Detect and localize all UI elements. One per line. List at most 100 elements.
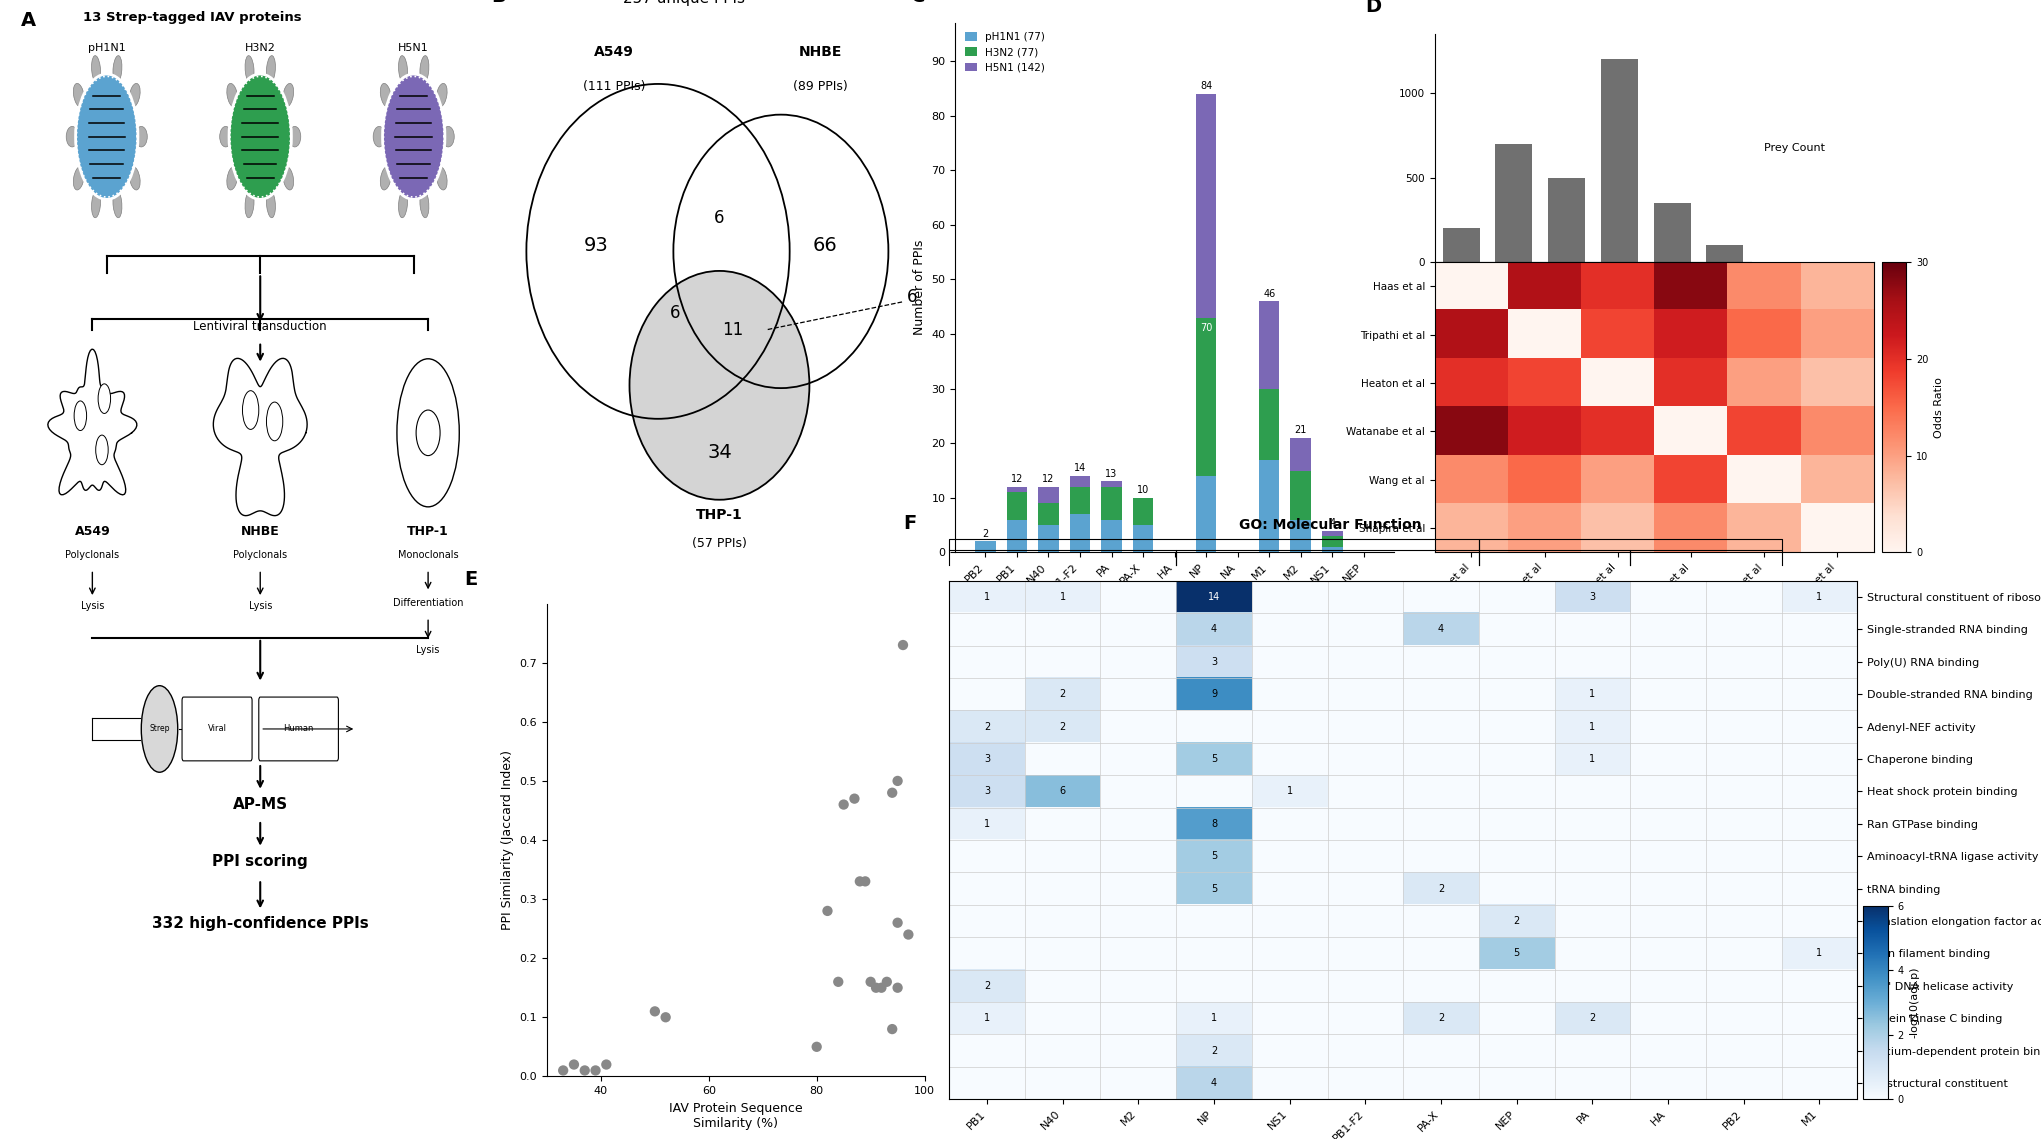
Text: 3: 3 — [984, 754, 990, 764]
Text: NHBE: NHBE — [798, 46, 843, 59]
Circle shape — [96, 435, 108, 465]
Text: 2: 2 — [1439, 884, 1445, 894]
Text: 9: 9 — [1210, 689, 1216, 699]
Text: 66: 66 — [812, 237, 837, 255]
Y-axis label: -log10(adj.p): -log10(adj.p) — [1910, 967, 1919, 1038]
Text: Monoclonals: Monoclonals — [398, 550, 459, 560]
Text: H5N1: H5N1 — [398, 43, 429, 54]
Text: 93: 93 — [584, 237, 608, 255]
Ellipse shape — [382, 74, 445, 199]
Legend: pH1N1 (77), H3N2 (77), H5N1 (142): pH1N1 (77), H3N2 (77), H5N1 (142) — [961, 28, 1049, 76]
Bar — [1706, 245, 1743, 262]
Bar — [1102, 482, 1123, 486]
Bar — [1102, 519, 1123, 552]
Bar — [1290, 519, 1310, 552]
Text: 4: 4 — [1210, 1077, 1216, 1088]
Text: 13: 13 — [1106, 469, 1118, 478]
Text: (89 PPIs): (89 PPIs) — [794, 80, 847, 92]
Ellipse shape — [229, 74, 292, 199]
Text: 13 Strep-tagged IAV proteins: 13 Strep-tagged IAV proteins — [84, 11, 302, 24]
Text: THP-1: THP-1 — [408, 525, 449, 539]
Text: NHBE: NHBE — [241, 525, 280, 539]
Ellipse shape — [73, 166, 84, 190]
Point — [567, 1062, 602, 1080]
Ellipse shape — [129, 166, 141, 190]
Ellipse shape — [288, 126, 300, 147]
Text: 8: 8 — [1210, 819, 1216, 829]
Text: (57 PPIs): (57 PPIs) — [692, 538, 747, 550]
Text: Human: Human — [284, 724, 314, 734]
Text: 34: 34 — [706, 443, 733, 462]
Ellipse shape — [284, 166, 294, 190]
Point — [876, 784, 908, 802]
Text: 332 high-confidence PPIs: 332 high-confidence PPIs — [151, 916, 369, 932]
Point — [580, 1062, 612, 1080]
Point — [827, 795, 859, 813]
Bar — [1069, 514, 1090, 552]
Bar — [1443, 228, 1480, 262]
Text: THP-1: THP-1 — [696, 508, 743, 523]
Bar — [1069, 486, 1090, 514]
Text: Polyclonals: Polyclonals — [65, 550, 120, 560]
Text: 6: 6 — [669, 304, 682, 322]
Text: 2: 2 — [1059, 722, 1065, 731]
Text: AP-MS: AP-MS — [233, 796, 288, 812]
Text: 1: 1 — [1059, 592, 1065, 603]
Text: 21: 21 — [1294, 425, 1306, 435]
Bar — [1259, 301, 1280, 388]
Ellipse shape — [220, 126, 233, 147]
Y-axis label: Odds Ratio: Odds Ratio — [1935, 377, 1943, 437]
Bar — [1290, 470, 1310, 519]
Text: pH1N1: pH1N1 — [88, 43, 127, 54]
Point — [869, 973, 902, 991]
Ellipse shape — [284, 83, 294, 107]
Text: 5: 5 — [1210, 884, 1216, 894]
Text: F: F — [904, 514, 916, 533]
Bar — [1653, 203, 1690, 262]
Text: 6: 6 — [1059, 786, 1065, 796]
Text: 70: 70 — [1200, 323, 1212, 333]
Text: 2: 2 — [1514, 916, 1521, 926]
Ellipse shape — [420, 56, 429, 83]
Text: 3: 3 — [1590, 592, 1596, 603]
Point — [876, 1021, 908, 1039]
Ellipse shape — [245, 190, 253, 218]
Point — [882, 913, 914, 932]
Text: Lysis: Lysis — [249, 601, 271, 612]
Ellipse shape — [443, 126, 455, 147]
Ellipse shape — [398, 56, 408, 83]
Bar — [1133, 498, 1153, 525]
X-axis label: IAV Protein Sequence
Similarity (%): IAV Protein Sequence Similarity (%) — [669, 1101, 802, 1130]
Text: 1: 1 — [984, 819, 990, 829]
Bar — [1549, 178, 1586, 262]
Ellipse shape — [398, 190, 408, 218]
Text: 2: 2 — [984, 722, 990, 731]
Ellipse shape — [437, 83, 447, 107]
Bar — [1039, 503, 1059, 525]
Text: 12: 12 — [1043, 474, 1055, 484]
Text: A549: A549 — [594, 46, 635, 59]
Ellipse shape — [227, 83, 237, 107]
Bar — [1006, 486, 1027, 492]
Text: E: E — [463, 570, 478, 589]
Bar — [1039, 525, 1059, 552]
Bar — [1006, 519, 1027, 552]
Ellipse shape — [112, 56, 122, 83]
Ellipse shape — [267, 56, 276, 83]
Point — [855, 973, 888, 991]
Point — [882, 978, 914, 997]
Text: 12: 12 — [1010, 474, 1023, 484]
Ellipse shape — [374, 126, 386, 147]
Y-axis label: Number of PPIs: Number of PPIs — [912, 240, 927, 335]
Text: Strep: Strep — [149, 724, 169, 734]
Bar — [1323, 536, 1343, 547]
Point — [810, 902, 843, 920]
Bar — [1290, 437, 1310, 470]
Text: D: D — [1365, 0, 1382, 16]
Text: B: B — [492, 0, 506, 6]
Ellipse shape — [65, 126, 78, 147]
Text: 2: 2 — [1210, 1046, 1216, 1056]
Text: H3N2: H3N2 — [245, 43, 276, 54]
Circle shape — [267, 402, 284, 441]
Text: 1: 1 — [984, 1014, 990, 1023]
